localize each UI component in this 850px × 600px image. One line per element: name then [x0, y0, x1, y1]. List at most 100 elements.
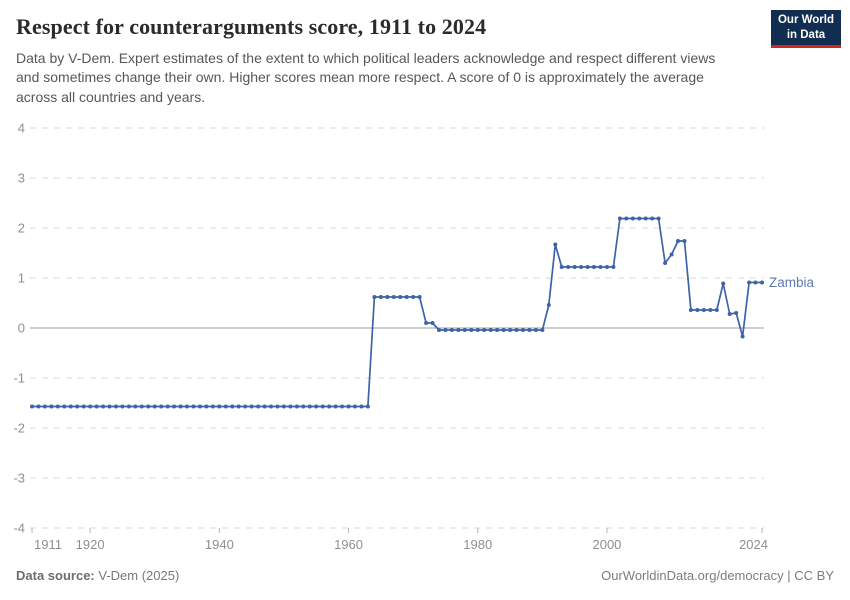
data-point[interactable]	[462, 328, 467, 332]
data-point[interactable]	[236, 404, 241, 409]
data-point[interactable]	[294, 404, 299, 409]
data-point[interactable]	[456, 328, 461, 332]
data-point[interactable]	[424, 321, 429, 325]
data-point[interactable]	[68, 404, 73, 409]
data-point[interactable]	[727, 312, 732, 316]
data-point[interactable]	[734, 311, 739, 315]
data-point[interactable]	[579, 265, 584, 269]
data-point[interactable]	[398, 295, 403, 299]
data-point[interactable]	[559, 265, 564, 269]
data-point[interactable]	[301, 404, 306, 409]
entity-label[interactable]: Zambia	[769, 275, 815, 290]
data-point[interactable]	[165, 404, 170, 409]
data-point[interactable]	[210, 404, 215, 409]
data-point[interactable]	[172, 404, 177, 409]
data-point[interactable]	[288, 404, 293, 409]
data-point[interactable]	[346, 404, 351, 409]
data-point[interactable]	[307, 404, 312, 409]
owid-logo[interactable]: Our World in Data	[771, 10, 841, 48]
data-point[interactable]	[643, 216, 648, 221]
data-point[interactable]	[269, 404, 273, 409]
data-point[interactable]	[585, 265, 590, 269]
data-point[interactable]	[146, 404, 151, 409]
data-point[interactable]	[120, 404, 125, 409]
data-point[interactable]	[508, 328, 513, 332]
data-point[interactable]	[75, 404, 80, 409]
data-point[interactable]	[430, 321, 435, 325]
data-point[interactable]	[540, 328, 545, 332]
data-point[interactable]	[198, 404, 202, 409]
data-point[interactable]	[482, 328, 487, 332]
data-point[interactable]	[475, 328, 480, 332]
data-point[interactable]	[256, 404, 261, 409]
data-point[interactable]	[437, 328, 441, 332]
data-point[interactable]	[333, 404, 338, 409]
data-point[interactable]	[391, 295, 396, 299]
data-point[interactable]	[42, 404, 47, 409]
data-point[interactable]	[94, 404, 99, 409]
data-point[interactable]	[275, 404, 280, 409]
data-point[interactable]	[553, 242, 558, 247]
data-point[interactable]	[598, 265, 603, 269]
data-point[interactable]	[514, 328, 519, 332]
data-point[interactable]	[223, 404, 228, 409]
data-point[interactable]	[139, 404, 144, 409]
data-point[interactable]	[185, 404, 189, 409]
data-point[interactable]	[62, 404, 67, 409]
data-point[interactable]	[701, 308, 706, 312]
data-point[interactable]	[327, 404, 332, 409]
data-point[interactable]	[663, 261, 668, 265]
data-point[interactable]	[126, 404, 131, 409]
data-point[interactable]	[605, 265, 609, 269]
data-point[interactable]	[178, 404, 183, 409]
data-point[interactable]	[624, 216, 629, 221]
data-point[interactable]	[114, 404, 118, 409]
data-point[interactable]	[191, 404, 196, 409]
data-point[interactable]	[49, 404, 54, 409]
data-point[interactable]	[340, 404, 345, 409]
credit-link[interactable]: OurWorldinData.org/democracy | CC BY	[601, 568, 834, 583]
data-point[interactable]	[320, 404, 325, 409]
data-point[interactable]	[488, 328, 493, 332]
data-point[interactable]	[676, 239, 680, 243]
data-point[interactable]	[204, 404, 209, 409]
data-point[interactable]	[249, 404, 254, 409]
data-point[interactable]	[353, 404, 357, 409]
data-point[interactable]	[36, 404, 41, 409]
data-point[interactable]	[404, 295, 409, 299]
data-point[interactable]	[314, 404, 319, 409]
data-point[interactable]	[230, 404, 235, 409]
data-point[interactable]	[359, 404, 364, 409]
data-point[interactable]	[469, 328, 474, 332]
data-point[interactable]	[656, 216, 661, 221]
data-point[interactable]	[133, 404, 138, 409]
data-point[interactable]	[378, 295, 383, 299]
data-point[interactable]	[753, 280, 758, 285]
data-point[interactable]	[152, 404, 157, 409]
data-point[interactable]	[572, 265, 577, 269]
data-point[interactable]	[443, 328, 448, 332]
data-point[interactable]	[81, 404, 86, 409]
data-point[interactable]	[30, 404, 34, 409]
data-point[interactable]	[721, 281, 726, 286]
data-point[interactable]	[669, 252, 674, 257]
data-point[interactable]	[747, 280, 752, 285]
data-point[interactable]	[611, 265, 616, 269]
data-point[interactable]	[533, 328, 538, 332]
data-point[interactable]	[411, 295, 416, 299]
data-point[interactable]	[262, 404, 267, 409]
data-point[interactable]	[688, 308, 693, 312]
data-point[interactable]	[501, 328, 506, 332]
chart-canvas[interactable]: 4 3 2 1 0 -1 -2 -3 -4 1911 1920 1940 1960 1980 2000 202…	[0, 112, 850, 564]
data-point[interactable]	[521, 328, 525, 332]
data-point[interactable]	[566, 265, 571, 269]
data-point[interactable]	[243, 404, 248, 409]
data-point[interactable]	[695, 308, 700, 312]
data-point[interactable]	[159, 404, 164, 409]
data-point[interactable]	[281, 404, 286, 409]
data-point[interactable]	[650, 216, 655, 221]
data-point[interactable]	[527, 328, 532, 332]
data-point[interactable]	[385, 295, 390, 299]
data-point[interactable]	[365, 404, 370, 409]
data-point[interactable]	[107, 404, 112, 409]
